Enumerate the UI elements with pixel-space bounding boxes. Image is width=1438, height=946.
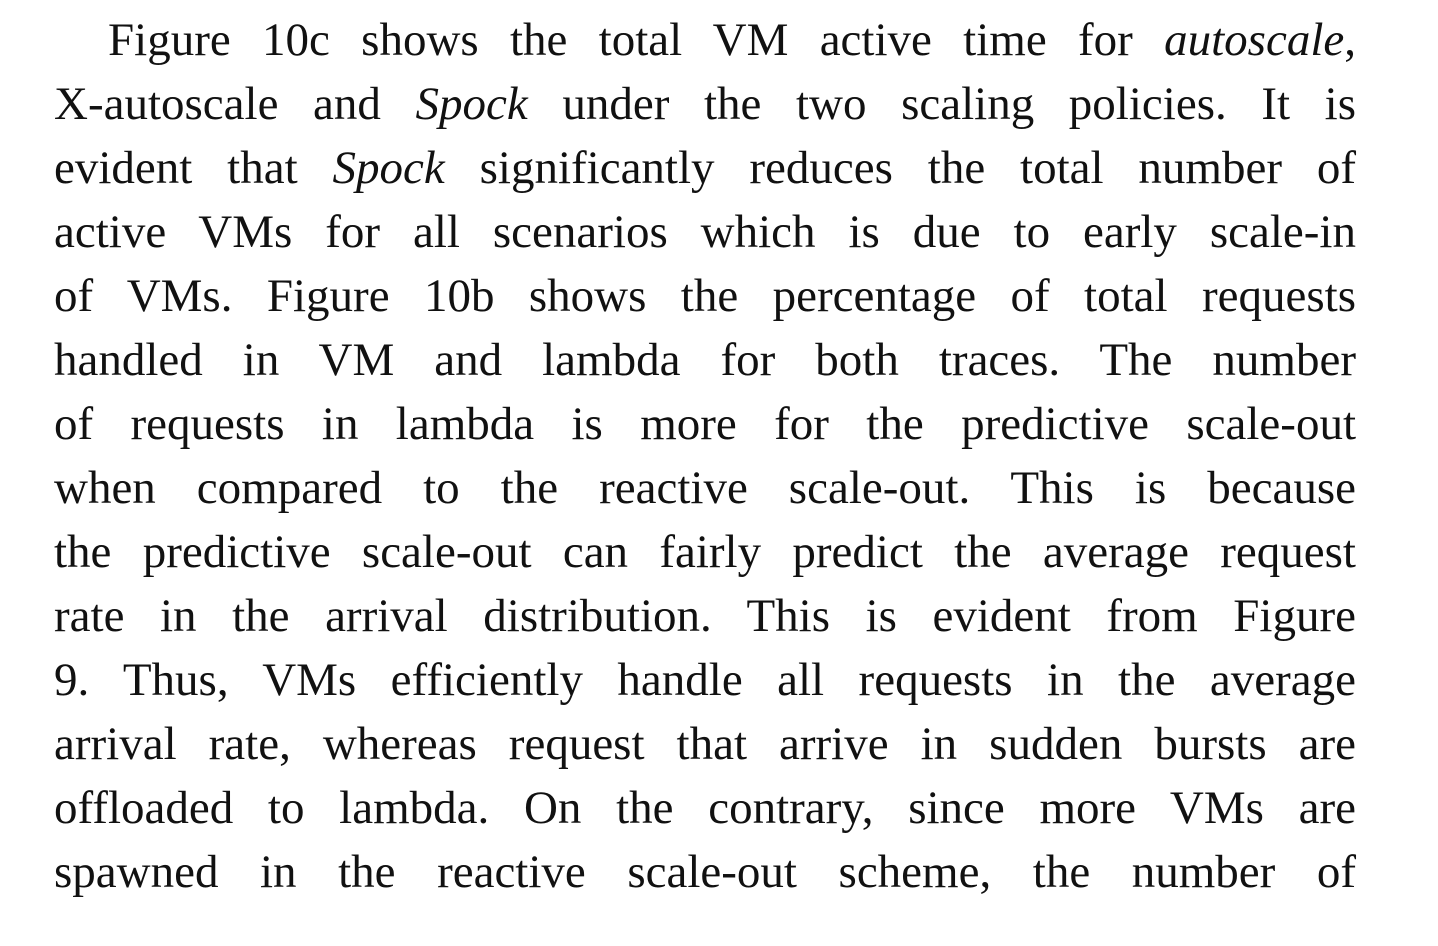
text-line-9: the predictive scale-out can fairly pred… — [54, 526, 1356, 578]
text-line-10: rate in the arrival distribution. This i… — [54, 590, 1356, 642]
text-line-4: active VMs for all scenarios which is du… — [54, 206, 1356, 258]
text-line-14: spawned in the reactive scale-out scheme… — [54, 846, 1356, 898]
text-line-8: when compared to the reactive scale-out.… — [54, 462, 1356, 514]
text-line-13: offloaded to lambda. On the contrary, si… — [54, 782, 1356, 834]
text-line-1: Figure 10c shows the total VM active tim… — [108, 14, 1356, 66]
text-line-3: evident that Spock significantly reduces… — [54, 142, 1356, 194]
text-line-7: of requests in lambda is more for the pr… — [54, 398, 1356, 450]
text-line-5: of VMs. Figure 10b shows the percentage … — [54, 270, 1356, 322]
italic-term-spock: Spock — [415, 78, 528, 130]
italic-term-spock: Spock — [332, 142, 445, 194]
text-line-12: arrival rate, whereas request that arriv… — [54, 718, 1356, 770]
paper-body-text: Figure 10c shows the total VM active tim… — [54, 8, 1356, 904]
italic-term-autoscale: autoscale — [1164, 14, 1345, 66]
text-line-6: handled in VM and lambda for both traces… — [54, 334, 1356, 386]
text-line-2: X-autoscale and Spock under the two scal… — [54, 78, 1356, 130]
text-line-11: 9. Thus, VMs efficiently handle all requ… — [54, 654, 1356, 706]
